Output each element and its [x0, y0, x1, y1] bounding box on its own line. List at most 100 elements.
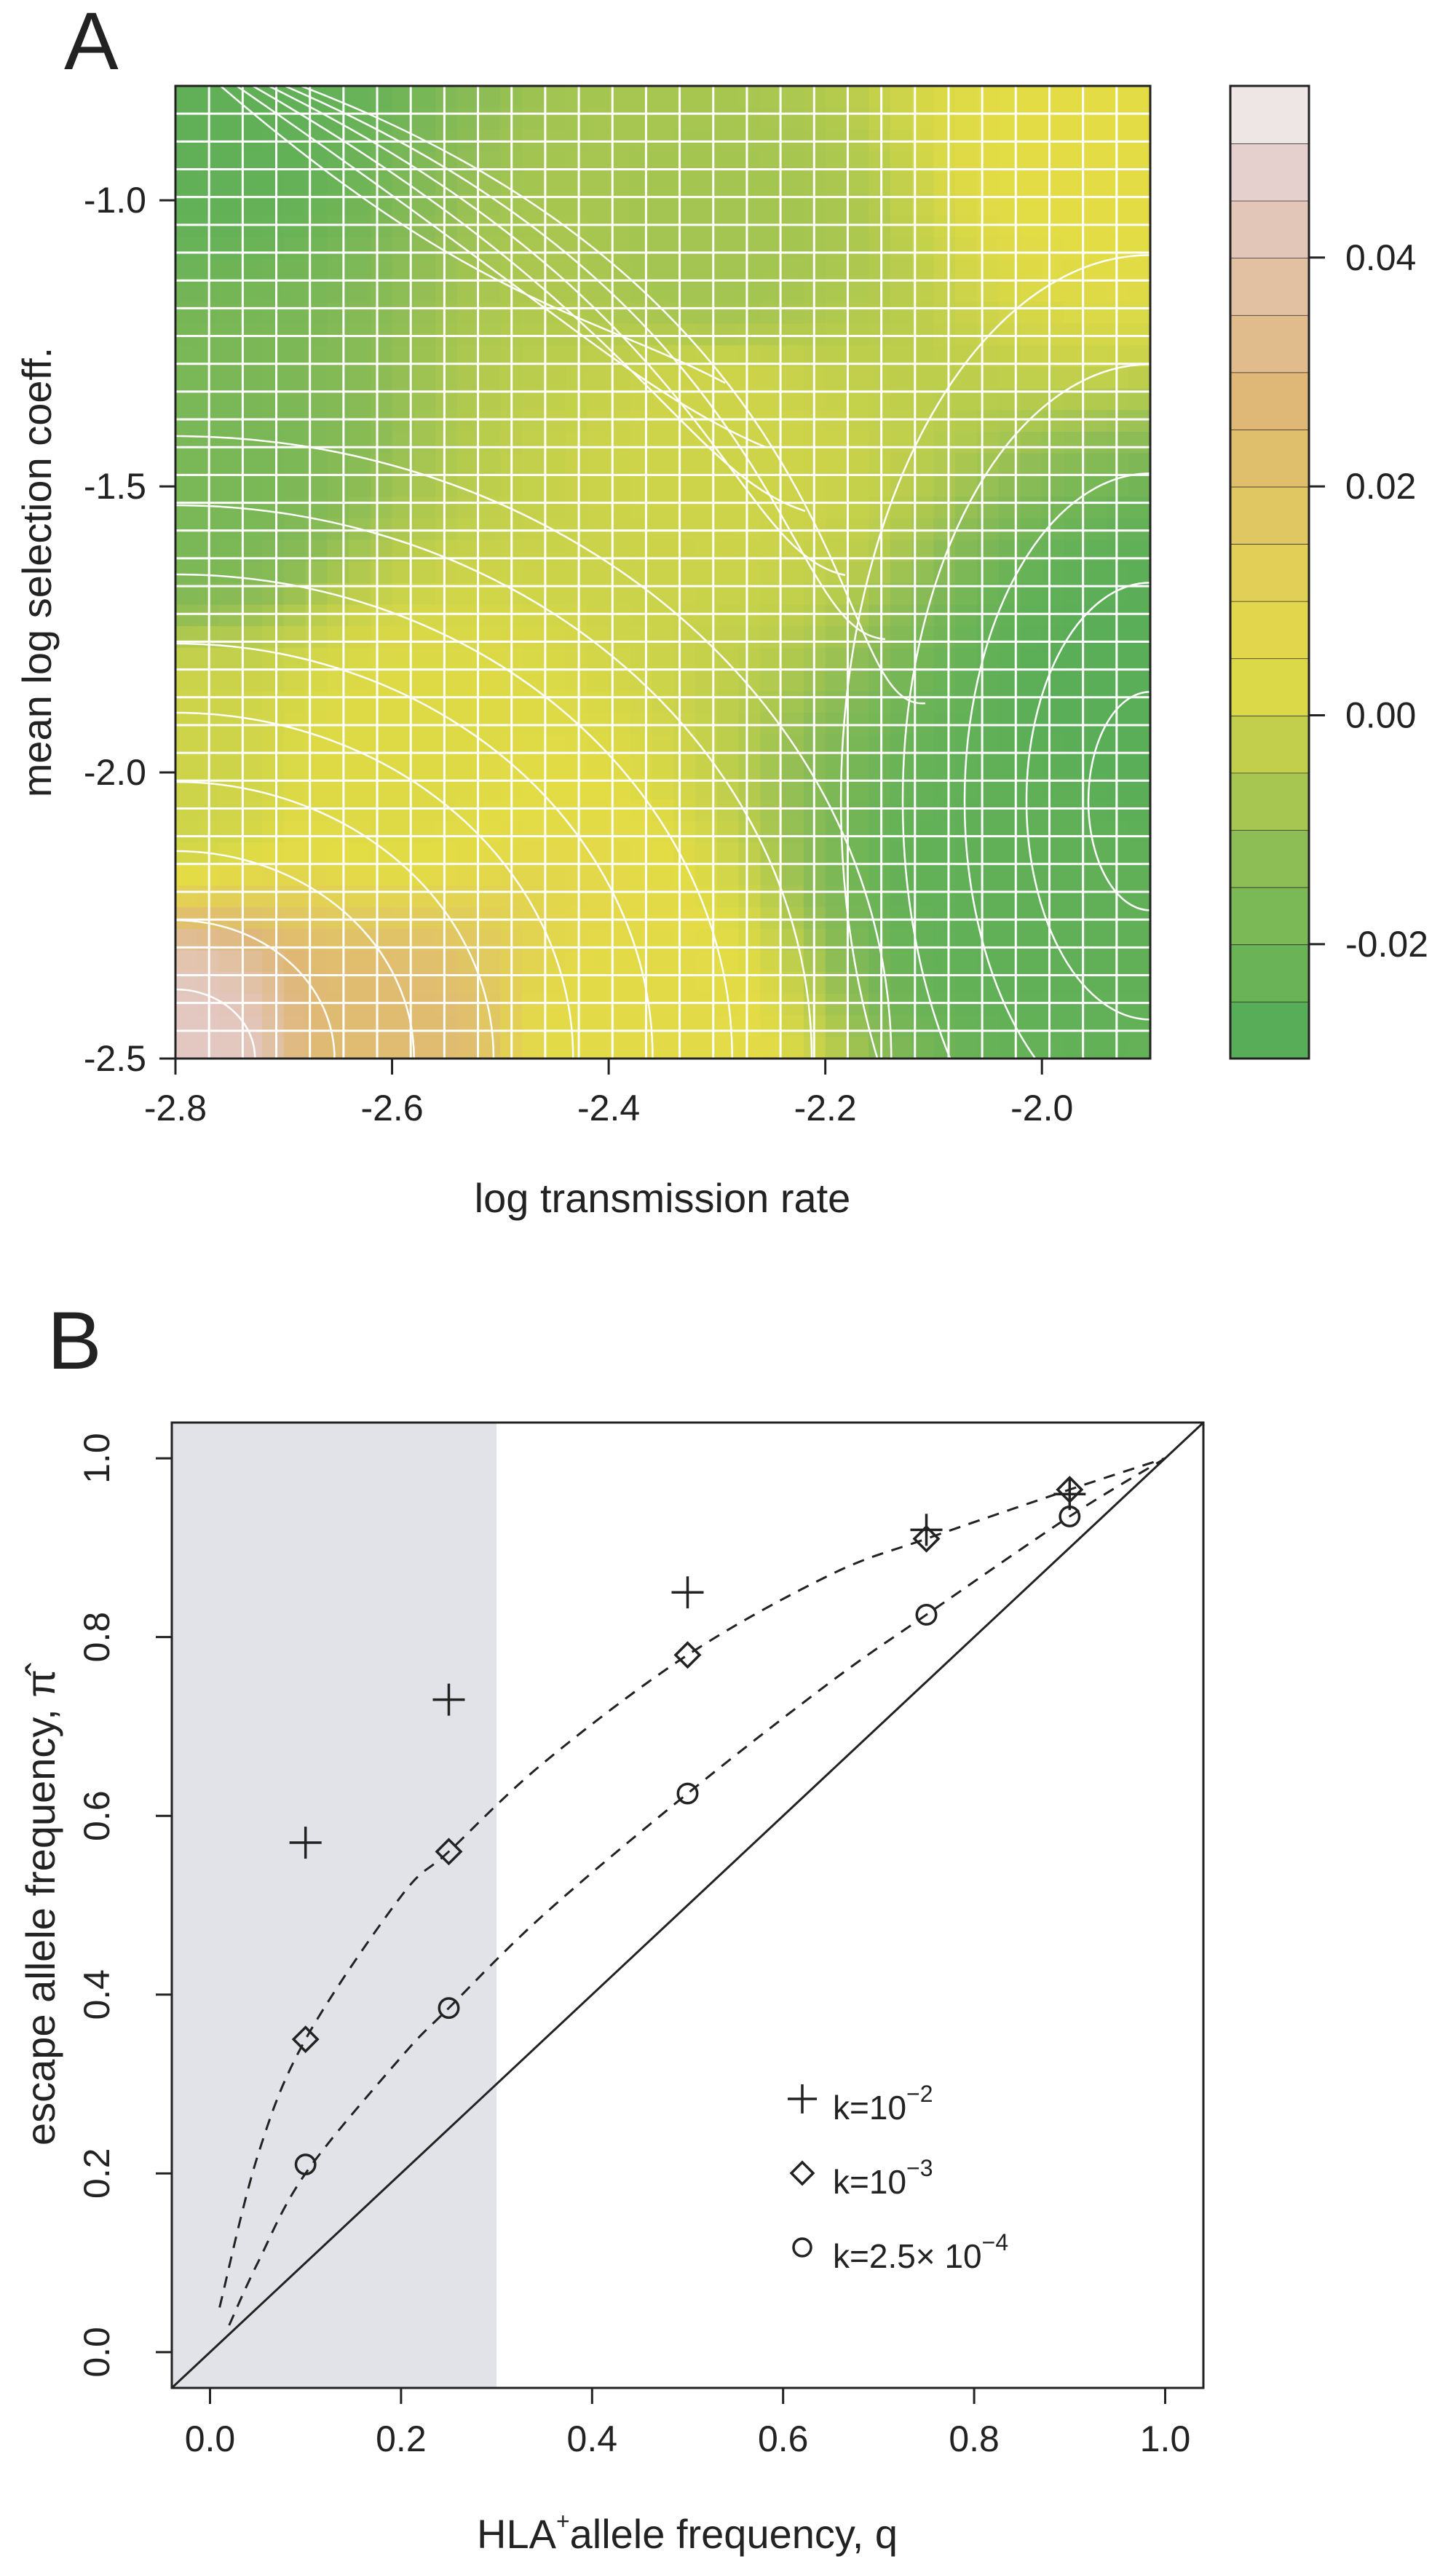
heatmap-cell	[1128, 756, 1150, 778]
heatmap-cell	[716, 129, 740, 151]
heatmap-cell	[1020, 453, 1043, 476]
y-tick-label: -1.0	[84, 180, 146, 221]
heatmap-cell	[565, 1037, 588, 1059]
heatmap-cell	[414, 86, 436, 108]
heatmap-cell	[933, 885, 956, 908]
heatmap-cell	[1107, 799, 1130, 822]
heatmap-cell	[869, 258, 891, 281]
heatmap-cell	[630, 107, 653, 130]
heatmap-cell	[782, 172, 804, 195]
heatmap-cell	[998, 756, 1021, 778]
heatmap-cell	[262, 691, 285, 713]
heatmap-cell	[738, 497, 761, 519]
heatmap-cell	[478, 561, 502, 584]
heatmap-cell	[456, 842, 480, 865]
heatmap-cell	[435, 301, 458, 325]
heatmap-cell	[847, 301, 869, 325]
heatmap-cell	[414, 799, 436, 822]
heatmap-cell	[1085, 756, 1108, 778]
heatmap-cell	[522, 1015, 545, 1038]
heatmap-cell	[716, 86, 740, 108]
heatmap-cell	[977, 756, 1000, 778]
heatmap-cell	[716, 518, 740, 541]
heatmap-cell	[630, 453, 653, 476]
heatmap-cell	[478, 518, 502, 541]
heatmap-cell	[283, 518, 306, 541]
heatmap-cell	[218, 86, 242, 108]
heatmap-cell	[305, 280, 328, 303]
heatmap-cell	[478, 107, 502, 130]
heatmap-cell	[456, 626, 480, 649]
heatmap-cell	[652, 561, 675, 584]
heatmap-cell	[673, 280, 696, 303]
heatmap-cell	[478, 691, 502, 713]
heatmap-cell	[435, 280, 458, 303]
heatmap-cell	[327, 669, 349, 692]
heatmap-cell	[327, 907, 349, 930]
heatmap-cell	[652, 258, 675, 281]
heatmap-cell	[869, 691, 891, 713]
heatmap-cell	[1128, 799, 1150, 822]
heatmap-cell	[327, 410, 349, 432]
heatmap-cell	[543, 842, 566, 865]
heatmap-cell	[262, 604, 285, 627]
x-tick-label: 0.8	[949, 2418, 1000, 2459]
heatmap-cell	[543, 518, 566, 541]
heatmap-cell	[175, 950, 198, 973]
heatmap-cell	[782, 626, 804, 649]
contour-line	[175, 504, 813, 1059]
heatmap-cell	[738, 647, 761, 671]
heatmap-cell	[1020, 129, 1043, 151]
heatmap-cell	[955, 237, 978, 260]
heatmap-cell	[283, 453, 306, 476]
heatmap-cell	[1128, 885, 1150, 908]
heatmap-cell	[283, 301, 306, 325]
heatmap-cell	[630, 86, 653, 108]
heatmap-cell	[587, 518, 609, 541]
heatmap-cell	[522, 993, 545, 1016]
heatmap-cell	[1042, 713, 1064, 735]
heatmap-cell	[218, 561, 242, 584]
heatmap-cell	[825, 820, 848, 843]
heatmap-cell	[370, 799, 393, 822]
heatmap-cell	[218, 453, 242, 476]
heatmap-cell	[630, 497, 653, 519]
heatmap-cell	[543, 107, 566, 130]
heatmap-cell	[869, 432, 891, 454]
heatmap-cell	[587, 475, 609, 497]
heatmap-cell	[977, 301, 1000, 325]
heatmap-cell	[716, 1037, 740, 1059]
heatmap-cell	[305, 669, 328, 692]
heatmap-cell	[1020, 713, 1043, 735]
heatmap-cell	[738, 626, 761, 649]
heatmap-cell	[738, 518, 761, 541]
heatmap-cell	[630, 432, 653, 454]
heatmap-cell	[825, 1037, 848, 1059]
heatmap-cell	[1085, 691, 1108, 713]
heatmap-cell	[218, 280, 242, 303]
heatmap-cell	[760, 907, 783, 930]
heatmap-cell	[652, 453, 675, 476]
heatmap-cell	[1107, 713, 1130, 735]
heatmap-cell	[825, 950, 848, 973]
x-tick-label: 0.0	[185, 2418, 236, 2459]
heatmap-cell	[673, 410, 696, 432]
heatmap-cell	[565, 691, 588, 713]
heatmap-cell	[565, 475, 588, 497]
heatmap-cell	[175, 993, 198, 1016]
heatmap-cell	[890, 799, 913, 822]
heatmap-cell	[543, 86, 566, 108]
heatmap-cell	[1107, 453, 1130, 476]
heatmap-cell	[673, 647, 696, 671]
heatmap-cell	[1085, 258, 1108, 281]
heatmap-cell	[847, 863, 869, 887]
heatmap-cell	[240, 258, 263, 281]
x-tick-label: 0.6	[758, 2418, 809, 2459]
heatmap-cell	[1042, 410, 1064, 432]
heatmap-cell	[847, 756, 869, 778]
heatmap-cell	[370, 863, 393, 887]
heatmap-cell	[240, 626, 263, 649]
heatmap-cell	[847, 280, 869, 303]
heatmap-cell	[262, 518, 285, 541]
diamond-marker	[789, 2160, 815, 2186]
